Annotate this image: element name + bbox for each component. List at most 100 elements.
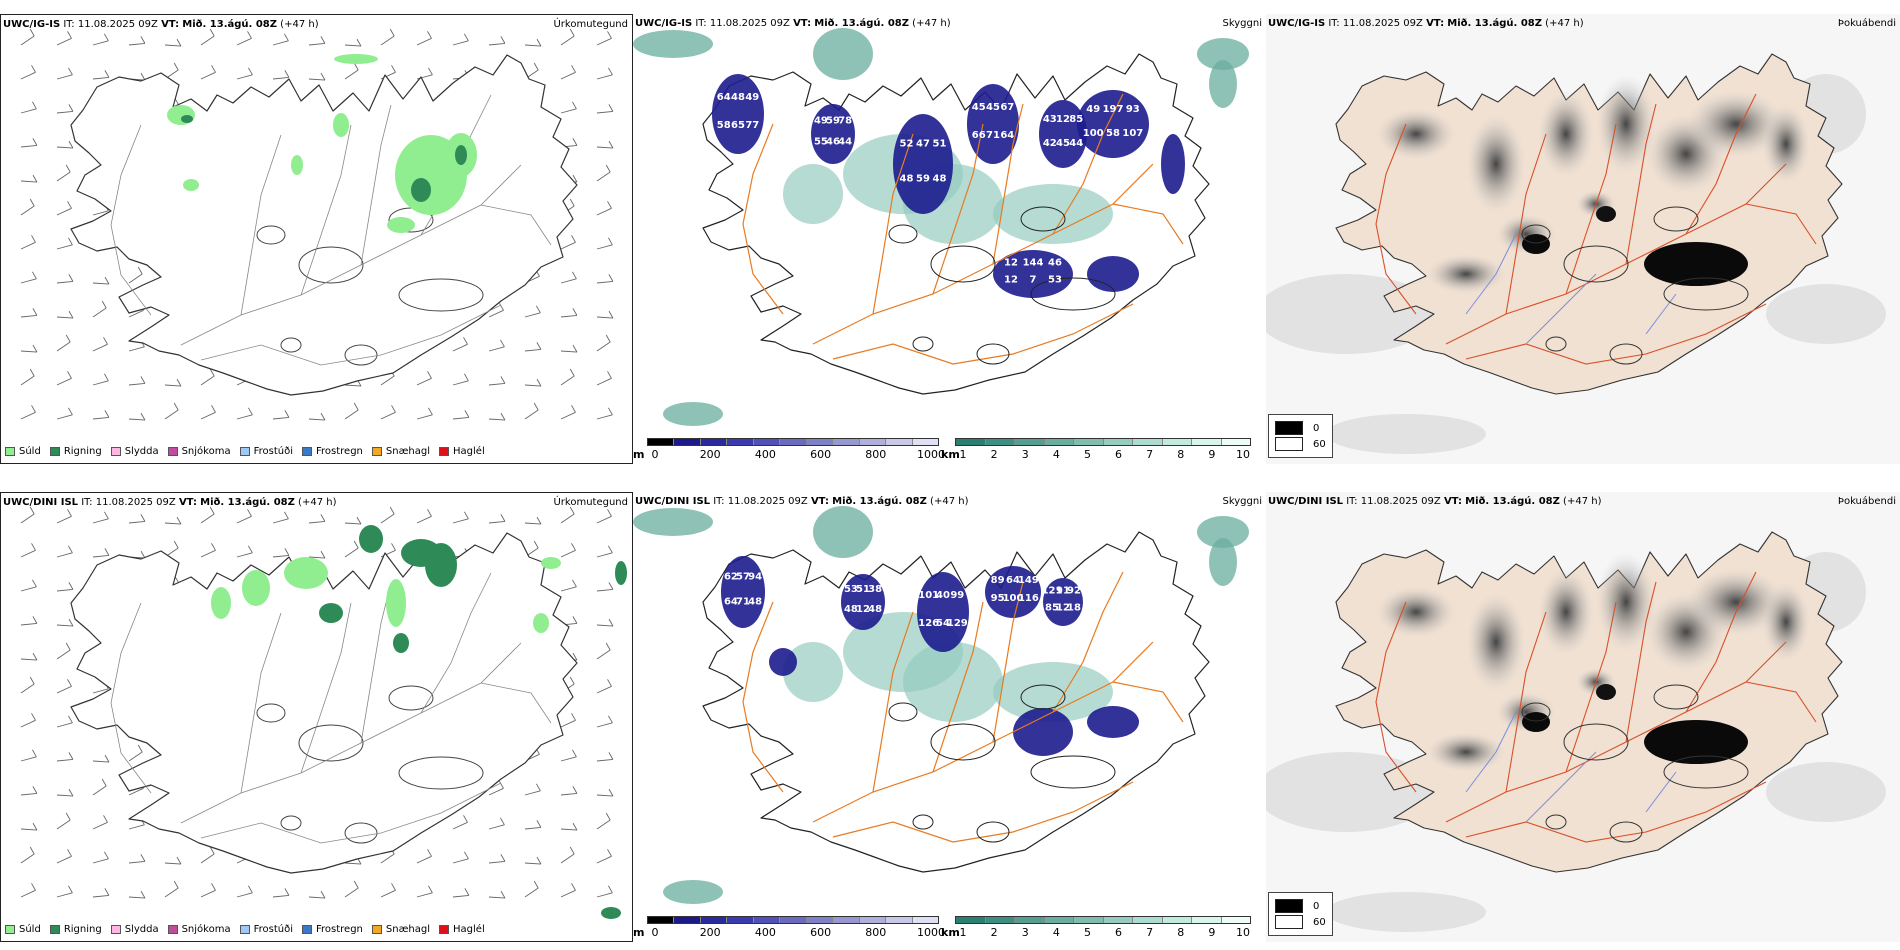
glacier-outline — [344, 822, 378, 844]
cloud-base-value: 45 — [1056, 138, 1070, 149]
cloud-base-value: 48 — [731, 92, 745, 103]
legend-label: Haglél — [453, 924, 485, 935]
cloud-base-value: 116 — [1018, 593, 1039, 604]
precip-area — [615, 561, 627, 585]
fog-offshore — [1326, 892, 1486, 932]
glacier-outline — [1545, 336, 1567, 352]
road-line — [1505, 133, 1547, 315]
scale-color-step — [1162, 917, 1192, 923]
cloud-base-value: 95 — [991, 593, 1005, 604]
scale-tick-label: 600 — [810, 448, 832, 461]
glacier-outline — [388, 685, 434, 711]
scale-tick-label: 10 — [1236, 926, 1250, 939]
cloud-base-value: 38 — [868, 584, 882, 595]
cloud-base-scale: m 0 200 400 600 800 1000 — [633, 438, 945, 462]
scale-color-step — [1074, 917, 1104, 923]
scale-unit: km — [941, 926, 960, 939]
scale-color-step — [1103, 917, 1133, 923]
river-line — [1525, 751, 1597, 823]
cloud-base-value: 51 — [856, 584, 870, 595]
scale-tick-label: 7 — [1146, 926, 1154, 939]
road-line — [832, 303, 1134, 365]
fog-index-area — [1466, 114, 1526, 214]
road-line — [110, 602, 152, 794]
cloud-base-value: 49 — [745, 92, 759, 103]
precip-legend-item: Slydda — [110, 924, 159, 935]
cloud-base-value: 40 — [936, 590, 950, 601]
glacier-outline — [976, 821, 1010, 843]
fog-index-area — [1538, 568, 1594, 656]
glacier-outline — [256, 703, 286, 723]
scale-unit: m — [633, 448, 645, 461]
road-line — [1505, 611, 1547, 793]
glacier-outline — [256, 225, 286, 245]
panel-title: Úrkomutegund — [553, 497, 628, 508]
fog-index-area — [1466, 592, 1526, 692]
glacier-outline — [1609, 821, 1643, 843]
scale-tick-label: 10 — [1236, 448, 1250, 461]
cloud-base-value: 129 — [947, 618, 968, 629]
scale-tick-label: 2 — [990, 926, 998, 939]
precip-area — [425, 543, 457, 587]
cloud-base-value: 49 — [1086, 104, 1100, 115]
precip-legend: Súld Rigning Slydda Snjókoma Frostúði Frostre… — [5, 446, 485, 457]
precip-area — [334, 54, 378, 64]
cloud-base-value: 71 — [986, 130, 1000, 141]
panel-header: UWC/IG-IS IT: 11.08.2025 09Z VT: Mið. 13… — [635, 18, 951, 29]
fog-map-bottom — [1266, 492, 1900, 942]
glacier-outline — [1653, 206, 1699, 232]
scale-tick-label: 1 — [959, 448, 967, 461]
fog-high-area — [1596, 684, 1616, 700]
low-visibility-area — [813, 506, 873, 558]
cloud-base-value: 85 — [1045, 602, 1059, 613]
cloud-base-value: 59 — [916, 174, 930, 185]
scale-color-step — [985, 917, 1015, 923]
cloud-base-value: 107 — [1122, 128, 1143, 139]
river-line — [1645, 293, 1677, 335]
fog-index-area — [1686, 568, 1786, 636]
precip-area — [411, 178, 431, 202]
precip-legend-item: Haglél — [439, 446, 485, 457]
road-line — [832, 781, 1134, 843]
cloud-base-value: 66 — [972, 130, 986, 141]
scale-tick-label: 3 — [1021, 448, 1029, 461]
scale-color-step — [674, 917, 701, 923]
precip-legend-item: Súld — [5, 446, 41, 457]
panel-header: UWC/IG-IS IT: 11.08.2025 09Z VT: Mið. 13… — [3, 19, 319, 30]
legend-swatch — [1275, 915, 1303, 929]
scale-unit: km — [941, 448, 960, 461]
legend-swatch — [5, 447, 15, 456]
legend-label: 60 — [1313, 438, 1326, 450]
scale-color-step — [886, 439, 913, 445]
low-visibility-area — [663, 880, 723, 904]
scale-color-step — [1074, 439, 1104, 445]
road-line — [1375, 123, 1417, 315]
road-line — [992, 581, 1024, 743]
cloud-base-value: 62 — [724, 571, 738, 582]
scale-tick-label: 5 — [1083, 926, 1091, 939]
cloud-base-value: 48 — [868, 604, 882, 615]
scale-color-step — [806, 917, 834, 923]
glacier-outline — [1521, 702, 1551, 722]
scale-tick-label: 9 — [1208, 926, 1216, 939]
road-line — [1565, 601, 1617, 773]
precip-legend-item: Snæhagl — [371, 446, 430, 457]
precip-legend-item: Snæhagl — [371, 924, 430, 935]
glacier-outline — [888, 702, 918, 722]
cloud-base-value: 99 — [950, 590, 964, 601]
road-line — [1375, 601, 1417, 793]
scale-color-step — [833, 439, 860, 445]
road-line — [872, 611, 914, 793]
fog-map-top — [1266, 14, 1900, 464]
legend-swatch — [302, 925, 312, 934]
road-line — [1745, 203, 1817, 245]
low-cloud-area — [967, 84, 1019, 164]
road-line — [200, 782, 502, 844]
low-visibility-area — [663, 402, 723, 426]
scale-color-step — [886, 917, 913, 923]
cloud-base-value: 12 — [1056, 602, 1070, 613]
cloud-base-value: 197 — [1103, 104, 1124, 115]
road-line — [300, 124, 352, 296]
road-line — [1112, 681, 1184, 723]
glacier-outline — [280, 815, 302, 831]
